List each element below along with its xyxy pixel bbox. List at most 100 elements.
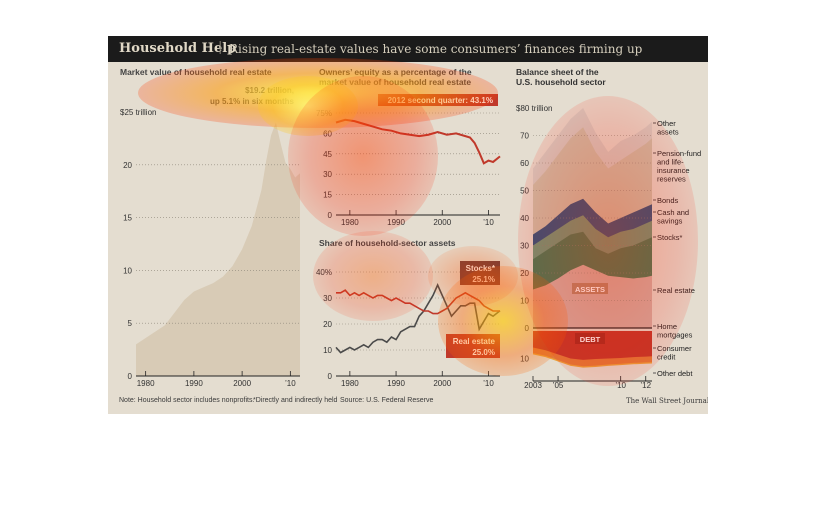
infographic: Household Help | Rising real-estate valu…: [108, 36, 708, 414]
line-series: [335, 283, 501, 354]
footer-note: Note: Household sector includes nonprofi…: [119, 397, 255, 404]
x-tick-label: 1990: [387, 379, 405, 388]
legend-label-line: Other debt: [657, 369, 693, 378]
title-bar: Household Help | Rising real-estate valu…: [108, 36, 708, 62]
legend-label: Stocks*: [657, 233, 683, 242]
y-tick-label: 10: [123, 266, 132, 275]
x-tick-label: ’05: [553, 381, 564, 390]
annotation: up 5.1% in six months: [210, 97, 295, 106]
series-label-box: [460, 261, 500, 285]
stacked-area: [533, 198, 652, 328]
y-tick-label: 40%: [316, 268, 332, 277]
legend-label: Real estate: [657, 286, 695, 295]
y-tick-label: 75%: [316, 109, 332, 118]
y-tick-label: 0: [525, 324, 530, 333]
y-tick-label: 20: [123, 161, 132, 170]
stacked-area: [533, 264, 652, 328]
panel-title: Share of household-sector assets: [319, 238, 456, 248]
y-tick-label: 70: [520, 132, 529, 141]
y-tick-label: 10: [323, 346, 332, 355]
series-value: 25.0%: [472, 348, 495, 357]
legend-label: Other debt: [657, 369, 693, 378]
legend-label-line: Bonds: [657, 196, 679, 205]
y-tick-label: 60: [323, 129, 332, 138]
legend-label: Pension-fund and life-insurance reserves: [657, 149, 701, 184]
series-label: Real estate: [453, 337, 496, 346]
y-tick-label: $80 trillion: [516, 104, 552, 113]
x-tick-label: ’10: [483, 379, 494, 388]
x-tick-label: ’10: [483, 218, 494, 227]
annotation: $19.2 trillion,: [245, 86, 294, 95]
x-tick-label: 1980: [137, 379, 155, 388]
y-tick-label: 15: [323, 191, 332, 200]
legend-label-line: assets: [657, 128, 679, 137]
x-tick-label: 2003: [524, 381, 542, 390]
y-tick-label: 45: [323, 150, 332, 159]
y-tick-label: 0: [328, 372, 333, 381]
y-tick-label: 30: [520, 242, 529, 251]
footer-credit: The Wall Street Journal: [626, 397, 708, 405]
area-series: [136, 122, 300, 376]
heatmap-blob: [438, 266, 568, 376]
legend-label: Cash and savings: [657, 208, 689, 226]
annotation: 2012 second quarter: 43.1%: [388, 96, 493, 105]
footer-source: Source: U.S. Federal Reserve: [340, 397, 434, 404]
x-tick-label: 1980: [341, 218, 359, 227]
heatmap-blob: [428, 246, 518, 306]
legend-label-line: credit: [657, 353, 676, 362]
series-label: Stocks*: [466, 264, 496, 273]
legend-label: Consumer credit: [657, 344, 692, 362]
chart-asset-share: Share of household-sector assets 0 10 20 30 4…: [316, 238, 501, 388]
panel-title: U.S. household sector: [516, 77, 606, 87]
y-tick-label: 5: [128, 319, 133, 328]
legend-label-line: Real estate: [657, 286, 695, 295]
y-tick-label: 30: [323, 170, 332, 179]
label-box: [572, 283, 608, 294]
headline-subtitle: Rising real-estate values have some cons…: [229, 42, 643, 56]
x-tick-label: ’10: [615, 381, 626, 390]
debt-label: DEBT: [580, 335, 601, 344]
stacked-area: [533, 331, 652, 360]
annotation-box: [378, 94, 498, 106]
legend-label: Bonds: [657, 196, 679, 205]
legend-label-line: Stocks*: [657, 233, 683, 242]
y-tick-label: 20: [520, 269, 529, 278]
headline: Household Help: [119, 41, 237, 56]
legend-label: Home mortgages: [657, 322, 693, 340]
y-tick-label: 0: [128, 372, 133, 381]
stacked-area: [533, 331, 652, 367]
line-series: [335, 118, 501, 165]
stacked-area: [533, 215, 652, 328]
x-tick-label: 1990: [387, 218, 405, 227]
legend-label-line: Home: [657, 322, 677, 331]
footer-footnote: *Directly and indirectly held: [253, 397, 338, 404]
assets-label: ASSETS: [575, 285, 605, 294]
heatmap-blob: [313, 231, 433, 321]
legend-label-line: reserves: [657, 175, 686, 184]
legend-label-line: savings: [657, 217, 683, 226]
series-value: 25.1%: [472, 275, 495, 284]
legend-label-line: mortgages: [657, 331, 693, 340]
headline-separator: |: [218, 40, 223, 55]
heatmap-blob: [258, 76, 358, 136]
y-tick-label: $25 trillion: [120, 108, 156, 117]
legend-label-line: Consumer: [657, 344, 692, 353]
y-tick-label: 10: [520, 297, 529, 306]
y-tick-label: 40: [520, 214, 529, 223]
x-tick-label: ’10: [285, 379, 296, 388]
legend-label-line: and life-: [657, 158, 684, 167]
stacked-area: [533, 331, 652, 368]
y-tick-label: 60: [520, 159, 529, 168]
y-tick-label: 10: [520, 355, 529, 364]
x-tick-label: 2000: [233, 379, 251, 388]
stacked-area: [533, 108, 652, 328]
chart-real-estate-value: Market value of household real estate 0 5 1…: [120, 67, 300, 388]
y-tick-label: 15: [123, 214, 132, 223]
panel-title: Owners’ equity as a percentage of the: [319, 67, 472, 77]
heatmap-blob: [288, 76, 438, 236]
x-tick-label: 2000: [433, 218, 451, 227]
line-series: [336, 289, 500, 315]
label-box: [575, 333, 605, 344]
x-tick-label: 1980: [341, 379, 359, 388]
